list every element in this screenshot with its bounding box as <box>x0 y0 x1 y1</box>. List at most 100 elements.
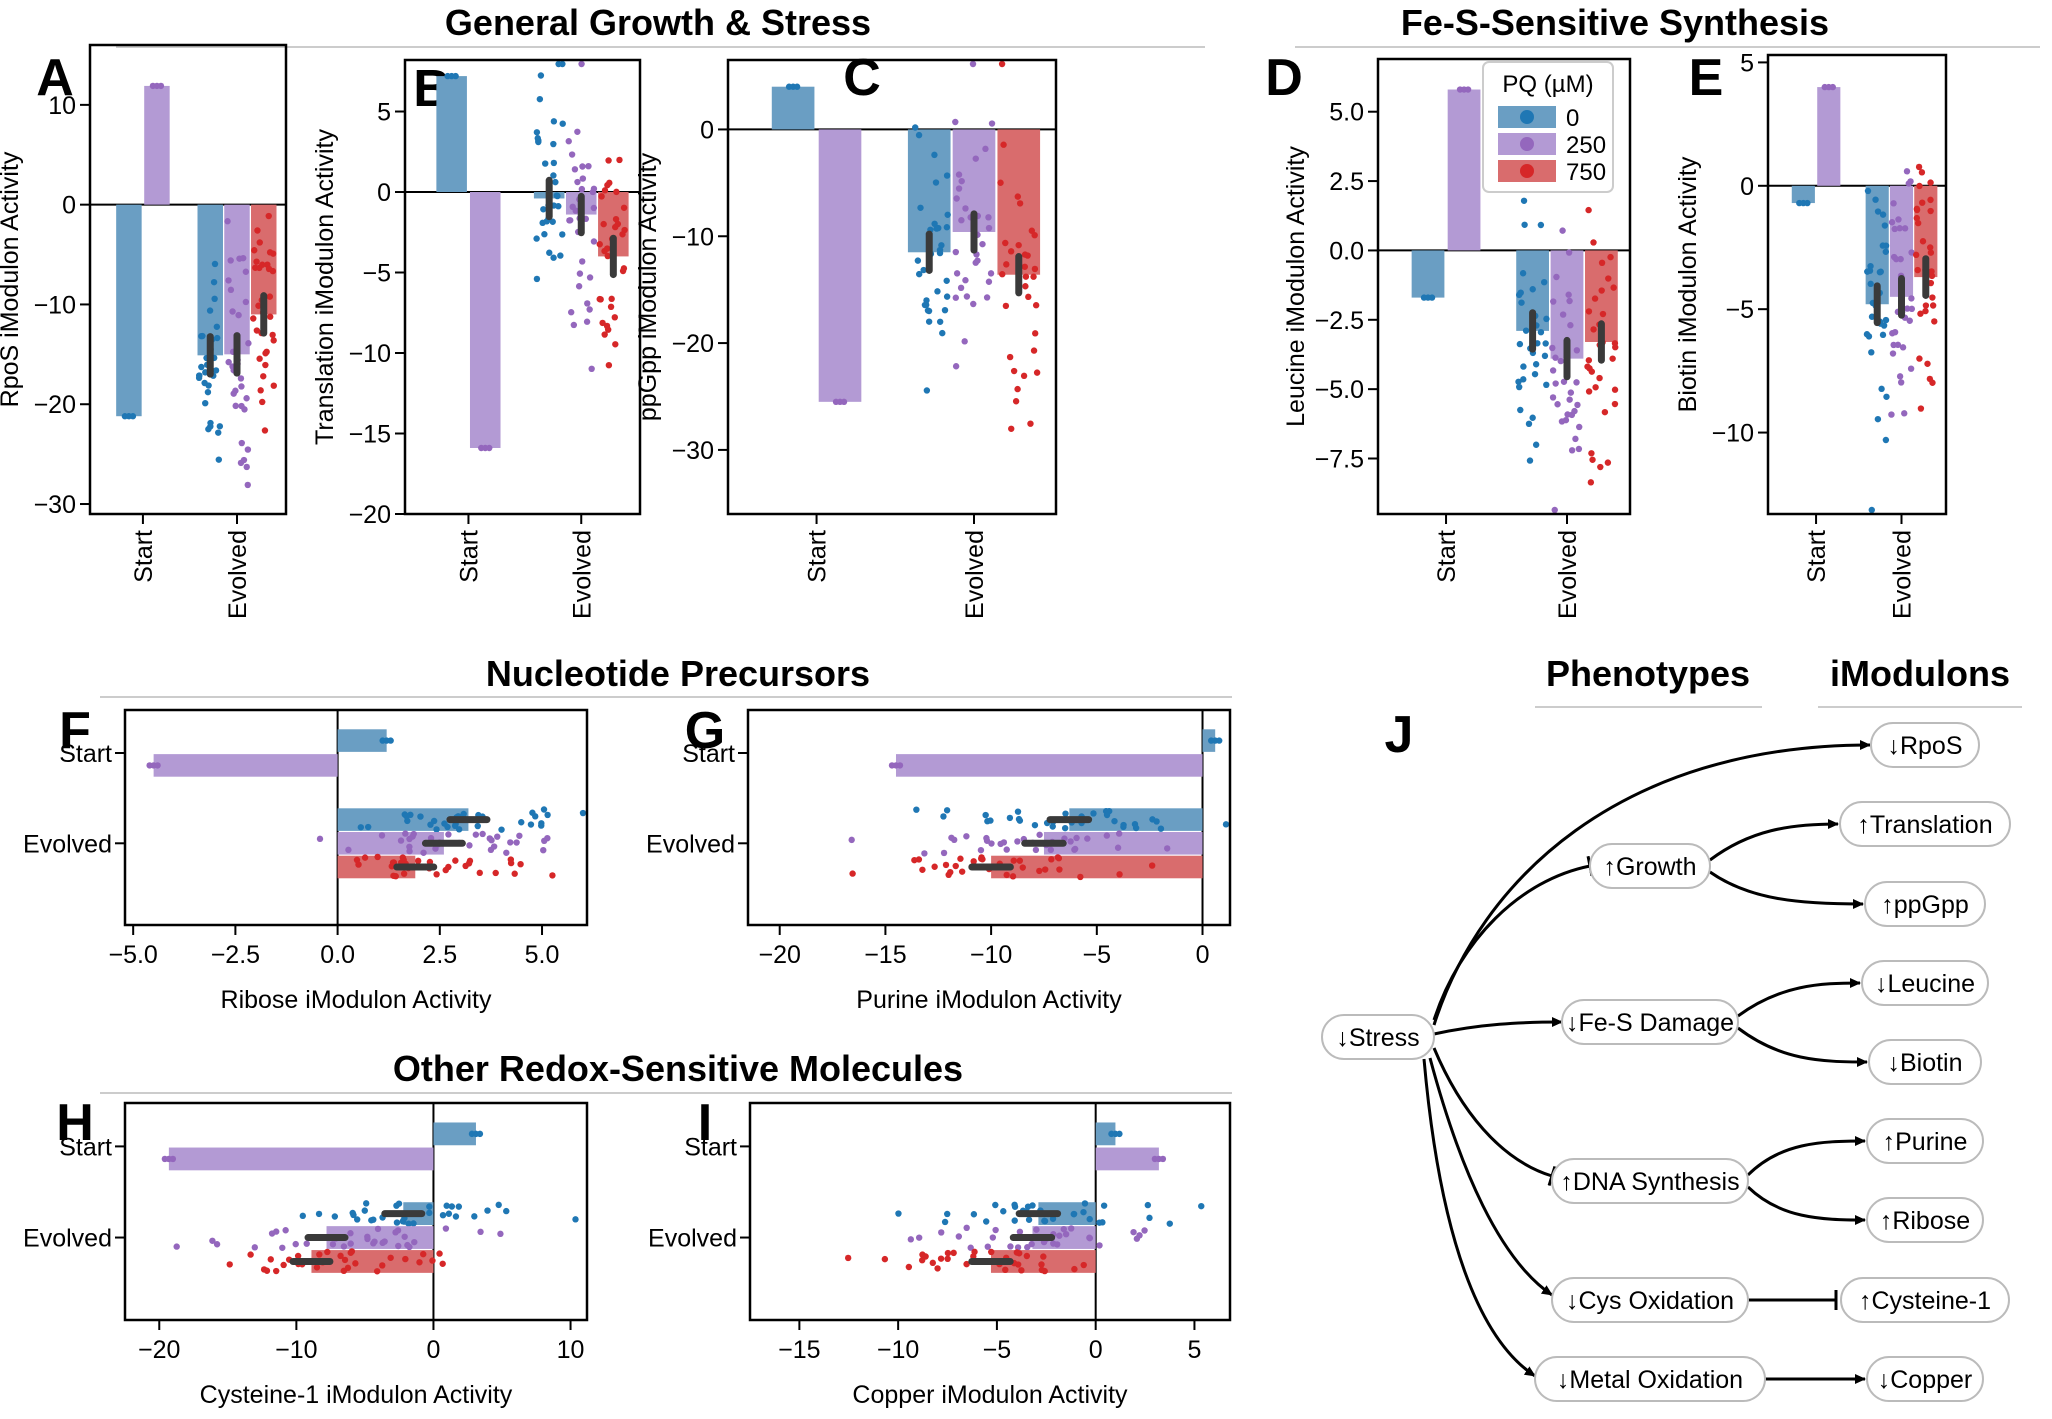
point <box>1540 278 1548 286</box>
point <box>1891 225 1898 233</box>
point <box>1611 386 1619 393</box>
point <box>1929 379 1936 386</box>
node-label: ↑Purine <box>1883 1128 1968 1156</box>
point <box>955 1233 963 1240</box>
point <box>433 871 440 878</box>
point <box>1554 401 1561 408</box>
point <box>574 128 581 135</box>
node-label: ↑Cysteine-1 <box>1859 1287 1991 1315</box>
point <box>267 1256 274 1263</box>
point <box>1011 1217 1018 1224</box>
point <box>420 1250 427 1258</box>
point <box>1585 388 1593 395</box>
point <box>1520 376 1527 383</box>
point <box>201 379 208 387</box>
point <box>570 321 578 329</box>
point <box>1023 1252 1031 1260</box>
point <box>1553 273 1560 281</box>
x-tick-label: −20 <box>138 1336 180 1364</box>
point <box>259 261 266 268</box>
point <box>214 334 221 342</box>
point <box>559 120 566 127</box>
point <box>471 1213 478 1220</box>
point <box>1904 305 1911 312</box>
point <box>202 399 209 407</box>
point <box>414 857 422 865</box>
point <box>985 278 993 285</box>
point <box>921 850 928 857</box>
point <box>237 375 245 382</box>
point <box>316 1251 323 1258</box>
point <box>533 275 541 283</box>
point <box>1028 227 1036 234</box>
x-tick-label: 0 <box>427 1336 441 1364</box>
edge-growth-ppgpp <box>1709 870 1864 909</box>
point <box>373 1268 381 1275</box>
point <box>941 306 949 314</box>
point <box>549 218 556 225</box>
point <box>416 1259 423 1266</box>
point <box>1893 255 1900 263</box>
point <box>1931 318 1938 325</box>
point <box>1030 347 1038 354</box>
point <box>1543 315 1550 323</box>
point <box>404 1241 411 1249</box>
point <box>257 387 264 394</box>
point <box>244 481 251 489</box>
point <box>1032 846 1040 854</box>
point <box>460 810 467 818</box>
y-tick-label: −20 <box>34 391 76 419</box>
point <box>605 157 612 164</box>
y-tick-label: 5 <box>377 99 391 127</box>
point <box>345 846 352 854</box>
point <box>988 1248 995 1256</box>
point <box>378 832 386 839</box>
y-tick-label: Evolved <box>646 830 735 858</box>
point <box>1573 379 1580 386</box>
point <box>239 254 247 262</box>
point <box>420 849 427 856</box>
y-tick-label: 5 <box>1740 49 1754 77</box>
x-tick-label: −15 <box>778 1336 820 1364</box>
point <box>572 207 579 214</box>
point <box>958 217 965 224</box>
point <box>1521 221 1528 228</box>
node-box <box>1861 960 1989 1006</box>
point <box>1560 378 1568 385</box>
point <box>1565 249 1573 256</box>
point <box>1610 284 1617 291</box>
point <box>313 1264 321 1271</box>
point <box>1559 311 1567 318</box>
point <box>261 427 269 434</box>
point <box>394 1227 402 1234</box>
point <box>537 72 545 79</box>
legend-dot-750 <box>1520 164 1534 178</box>
y-tick-label: −30 <box>34 491 76 519</box>
point <box>970 300 977 308</box>
node-growth: ↑Growth <box>1589 843 1711 889</box>
point <box>1002 1266 1009 1274</box>
node-stress: ↓Stress <box>1321 1014 1435 1060</box>
node-box <box>1840 1277 2010 1323</box>
point <box>970 1211 978 1218</box>
point <box>944 211 951 218</box>
point <box>1552 354 1559 361</box>
bar-0-start <box>1411 250 1445 298</box>
panel-letter-j: J <box>1385 706 1414 764</box>
point <box>399 854 406 861</box>
point <box>961 338 968 345</box>
point <box>967 1244 974 1251</box>
point <box>941 1218 949 1226</box>
point <box>1804 199 1811 207</box>
point <box>270 382 277 389</box>
point <box>1022 273 1030 280</box>
point <box>844 1254 852 1262</box>
point <box>516 832 523 839</box>
point <box>1033 369 1041 376</box>
point <box>549 872 556 879</box>
point <box>232 402 239 410</box>
node-copper: ↓Copper <box>1866 1356 1984 1402</box>
point <box>1000 1208 1007 1215</box>
point <box>1928 268 1935 275</box>
point <box>553 192 560 199</box>
